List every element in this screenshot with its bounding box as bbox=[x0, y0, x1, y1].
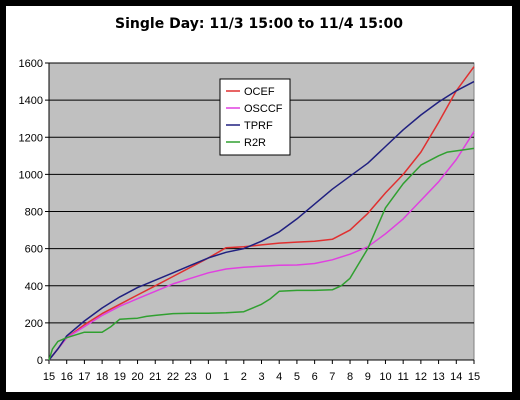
x-tick-label: 8 bbox=[347, 371, 353, 383]
x-tick-label: 12 bbox=[415, 371, 427, 383]
y-tick-label: 0 bbox=[37, 355, 43, 367]
x-tick-label: 13 bbox=[432, 371, 444, 383]
y-tick-label: 200 bbox=[25, 318, 43, 330]
series-lines bbox=[48, 66, 475, 361]
x-tick-label: 1 bbox=[223, 371, 229, 383]
chart-frame: Single Day: 11/3 15:00 to 11/4 15:00 0 20… bbox=[6, 6, 512, 392]
x-tick-label: 6 bbox=[312, 371, 318, 383]
series-line-ocef bbox=[48, 66, 475, 361]
y-axis: 0 200 400 600 800 1000 1200 1400 1600 bbox=[19, 58, 50, 367]
x-tick-label: 20 bbox=[131, 371, 143, 383]
x-tick-label: 4 bbox=[276, 371, 282, 383]
x-tick-label: 17 bbox=[78, 371, 90, 383]
x-tick-label: 22 bbox=[167, 371, 179, 383]
x-tick-label: 16 bbox=[61, 371, 73, 383]
y-tick-label: 1000 bbox=[19, 169, 43, 181]
x-tick-label: 5 bbox=[294, 371, 300, 383]
x-tick-label: 3 bbox=[258, 371, 264, 383]
y-tick-label: 1400 bbox=[19, 95, 43, 107]
y-tick-label: 400 bbox=[25, 281, 43, 293]
y-tick-label: 600 bbox=[25, 244, 43, 256]
series-line-tprf bbox=[48, 80, 475, 361]
chart-title: Single Day: 11/3 15:00 to 11/4 15:00 bbox=[115, 16, 403, 32]
x-tick-label: 15 bbox=[468, 371, 480, 383]
x-axis: 15 16 17 18 19 20 21 22 23 0 1 2 3 4 5 6 7 8 9 10 11 12 13 14 15 bbox=[43, 359, 480, 383]
x-tick-label: 0 bbox=[205, 371, 211, 383]
x-tick-label: 9 bbox=[365, 371, 371, 383]
x-tick-label: 18 bbox=[96, 371, 108, 383]
x-tick-label: 7 bbox=[329, 371, 335, 383]
legend: OCEF OSCCF TPRF R2R bbox=[219, 78, 291, 156]
x-tick-label: 19 bbox=[114, 371, 126, 383]
x-tick-label: 2 bbox=[241, 371, 247, 383]
y-tick-label: 1200 bbox=[19, 132, 43, 144]
legend-label: OCEF bbox=[244, 86, 275, 98]
legend-label: R2R bbox=[244, 137, 266, 149]
x-tick-label: 14 bbox=[450, 371, 462, 383]
y-tick-label: 1600 bbox=[19, 58, 43, 70]
x-tick-label: 11 bbox=[397, 371, 408, 383]
x-tick-label: 21 bbox=[149, 371, 161, 383]
series-line-osccf bbox=[48, 131, 475, 361]
x-tick-label: 10 bbox=[379, 371, 391, 383]
line-chart: Single Day: 11/3 15:00 to 11/4 15:00 020… bbox=[19, 16, 481, 383]
legend-label: OSCCF bbox=[244, 103, 283, 115]
y-tick-label: 800 bbox=[25, 207, 43, 219]
x-tick-label: 23 bbox=[185, 371, 197, 383]
legend-label: TPRF bbox=[244, 120, 273, 132]
x-tick-label: 15 bbox=[43, 371, 55, 383]
series-line-r2r bbox=[48, 147, 475, 361]
